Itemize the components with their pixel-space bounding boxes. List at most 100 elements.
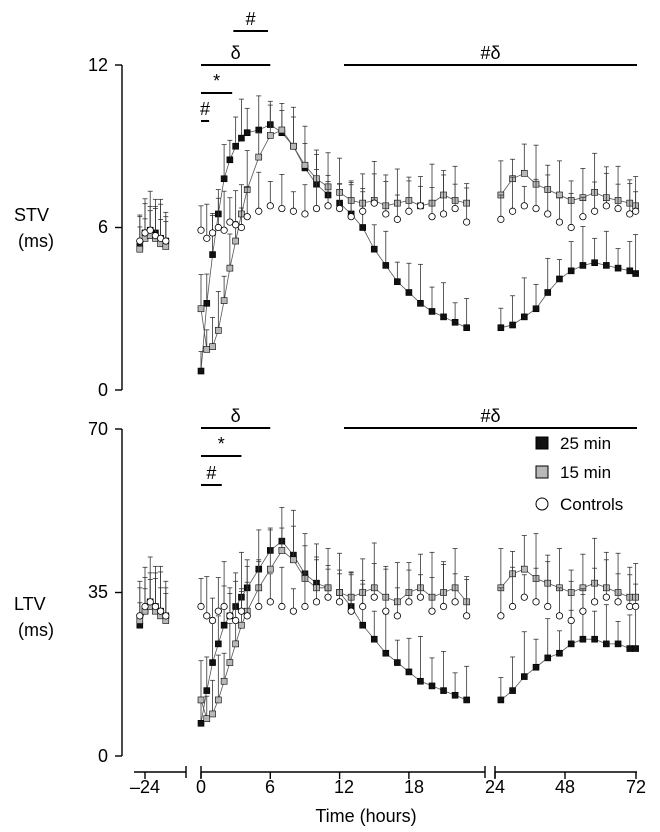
ltv-point-15min <box>197 696 205 704</box>
ltv-point-controls <box>226 612 234 620</box>
stv-point-controls <box>382 210 390 218</box>
ltv-point-25min <box>603 640 610 648</box>
stv-point-controls <box>370 199 378 207</box>
stv-point-controls <box>497 215 505 223</box>
stv-point-controls <box>632 207 640 215</box>
ltv-point-controls <box>208 616 217 625</box>
stv-panel: STV (ms) 12 6 0 #δ*##δ <box>14 9 640 400</box>
stv-point-25min <box>405 289 413 296</box>
stv-point-controls <box>266 202 274 210</box>
stv-point-25min <box>532 305 540 313</box>
stv-point-controls <box>214 223 222 232</box>
stv-point-controls <box>324 202 332 210</box>
ltv-point-controls <box>532 598 540 606</box>
stv-series-0-line-2 <box>339 202 467 329</box>
ltv-point-25min <box>370 635 378 643</box>
ltv-point-controls <box>312 598 321 606</box>
ltv-point-controls <box>289 607 297 615</box>
ltv-point-25min <box>579 635 587 643</box>
stv-point-15min <box>290 142 297 150</box>
ltv-point-controls <box>416 593 425 601</box>
ltv-point-25min <box>209 659 216 666</box>
stv-point-15min <box>556 191 563 199</box>
ltv-point-controls <box>626 602 634 611</box>
x-axis-title: Time (hours) <box>315 806 416 826</box>
stv-ytick-mid: 6 <box>98 217 108 237</box>
stv-point-controls <box>335 204 344 213</box>
ltv-point-25min <box>428 682 436 690</box>
legend-swatch-15min <box>535 465 549 479</box>
xtick-48: 48 <box>555 777 575 797</box>
ltv-point-controls <box>602 593 610 601</box>
ltv-point-15min <box>278 547 286 554</box>
ltv-point-controls <box>567 616 575 625</box>
stv-point-15min <box>136 245 144 253</box>
stv-point-controls <box>243 213 251 221</box>
stv-point-25min <box>197 367 205 375</box>
stv-point-controls <box>579 213 587 221</box>
stv-point-controls <box>146 226 154 234</box>
stv-point-15min <box>520 170 528 177</box>
ltv-point-controls <box>347 607 355 615</box>
ltv-point-25min <box>417 677 424 685</box>
ltv-point-25min <box>203 687 211 694</box>
ltv-point-25min <box>626 645 634 652</box>
ltv-point-controls <box>439 602 448 611</box>
stv-point-15min <box>203 346 211 353</box>
ltv-point-25min <box>509 687 516 694</box>
stv-point-25min <box>497 324 505 332</box>
ltv-point-25min <box>394 659 401 666</box>
stv-point-controls <box>197 226 205 234</box>
stv-point-25min <box>509 321 516 329</box>
xtick-12: 12 <box>334 777 354 797</box>
ltv-point-25min <box>440 687 447 694</box>
stv-ytick-bottom: 0 <box>98 380 108 400</box>
ltv-point-25min <box>532 663 540 671</box>
legend-label-25min: 25 min <box>560 434 611 453</box>
ltv-point-controls <box>614 598 622 606</box>
x-axis-labels: –24 0 6 12 18 24 48 72 Time (hours) <box>130 777 646 826</box>
stv-point-15min <box>266 132 274 139</box>
ltv-point-controls <box>232 616 240 625</box>
ltv-point-controls <box>370 593 378 601</box>
ltv-point-25min <box>567 640 575 648</box>
ltv-point-25min <box>520 673 528 680</box>
ltv-point-controls <box>497 612 505 620</box>
stv-point-controls <box>544 210 552 218</box>
stv-point-25min <box>520 313 528 321</box>
stv-point-controls <box>136 237 144 245</box>
stv-point-controls <box>626 210 634 218</box>
xtick-0: 0 <box>196 777 206 797</box>
stv-point-25min <box>255 126 263 134</box>
stv-point-25min <box>220 175 228 183</box>
ltv-point-15min <box>290 556 297 564</box>
ltv-point-controls <box>203 612 211 620</box>
ltv-point-25min <box>614 640 622 648</box>
stv-point-controls <box>520 202 528 210</box>
ltv-point-15min <box>220 677 228 685</box>
ltv-sig-label-0: δ <box>231 406 241 426</box>
stv-point-controls <box>203 234 211 242</box>
ltv-point-15min <box>226 659 234 666</box>
stv-series-1-line-1 <box>200 129 329 350</box>
stv-point-controls <box>162 237 170 245</box>
ltv-point-controls <box>197 602 205 611</box>
ltv-point-15min <box>238 621 245 629</box>
stv-point-controls <box>208 229 217 237</box>
stv-point-25min <box>394 278 401 285</box>
stv-point-25min <box>428 308 436 315</box>
stv-point-controls <box>602 202 610 210</box>
stv-point-controls <box>278 204 286 213</box>
stv-point-controls <box>347 213 355 221</box>
ltv-point-25min <box>359 621 367 629</box>
stv-point-25min <box>359 224 367 231</box>
stv-point-25min <box>451 318 459 326</box>
stv-point-25min <box>626 267 634 275</box>
ltv-sig-label-3: #δ <box>480 406 500 426</box>
ltv-point-controls <box>324 593 332 601</box>
xtick-6: 6 <box>265 777 275 797</box>
stv-point-controls <box>463 218 471 226</box>
stv-sig-label-0: # <box>246 9 256 29</box>
ltv-point-controls <box>162 612 170 620</box>
